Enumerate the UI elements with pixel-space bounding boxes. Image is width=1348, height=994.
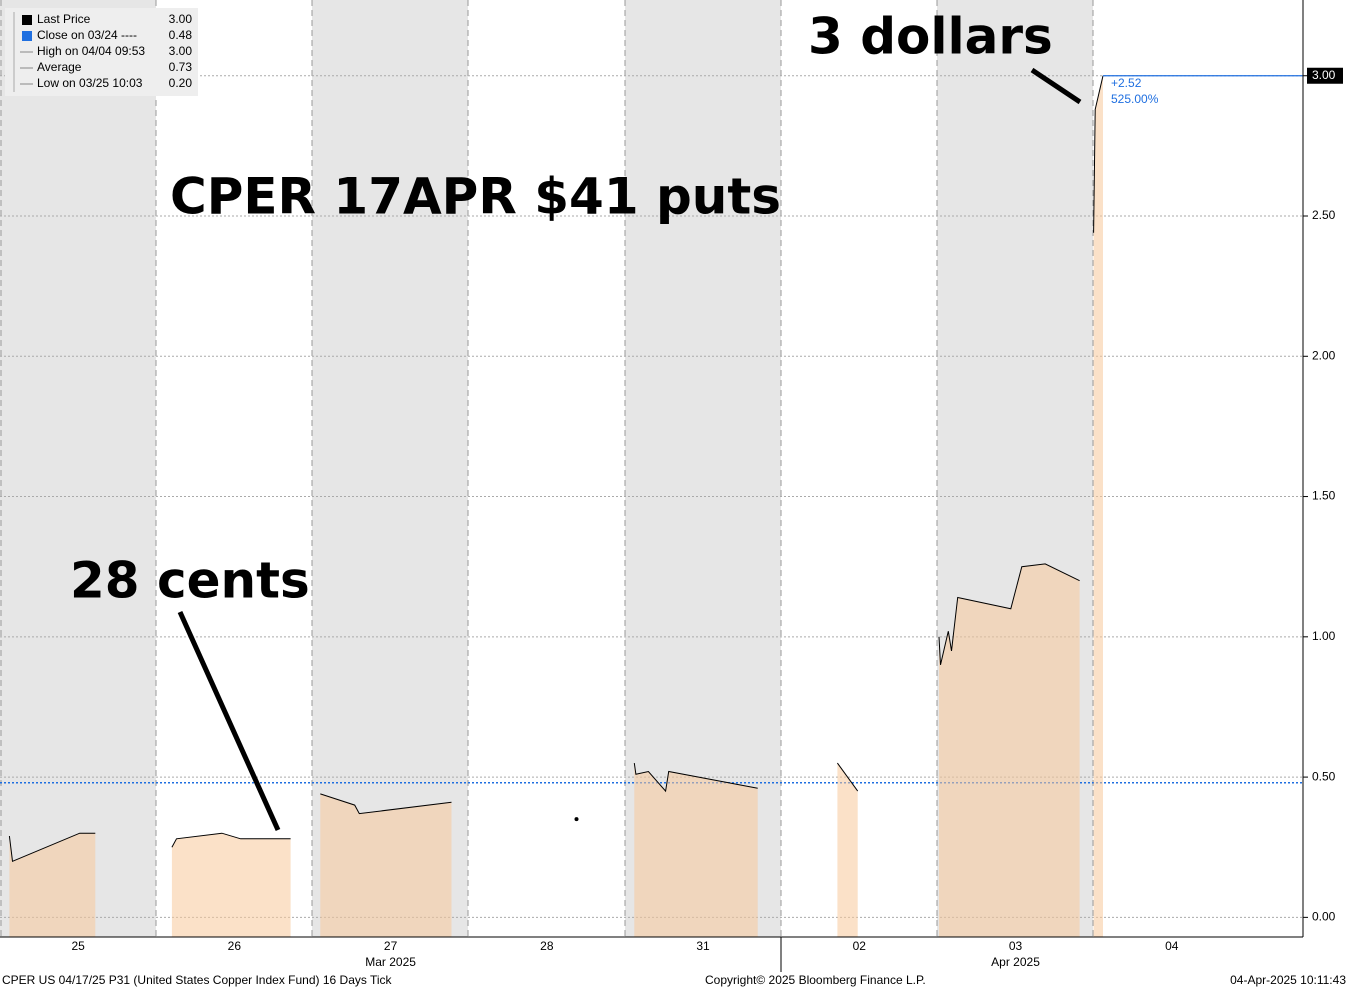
area — [939, 563, 1080, 937]
legend-label: Last Price — [37, 12, 91, 26]
legend-box — [5, 8, 198, 96]
legend-value: 0.48 — [169, 28, 193, 42]
x-tick-label: 27 — [384, 939, 398, 953]
legend-value: 3.00 — [169, 12, 193, 26]
change-label: +2.52 — [1111, 76, 1142, 90]
x-tick-label: 26 — [228, 939, 242, 953]
y-tick-label: 0.50 — [1312, 769, 1336, 783]
line — [836, 762, 859, 792]
x-tick-label: 28 — [540, 939, 554, 953]
x-tick-label: 02 — [853, 939, 867, 953]
line — [1093, 75, 1104, 233]
annotation-arrow — [177, 610, 281, 832]
x-tick-label: 25 — [71, 939, 85, 953]
line — [8, 832, 96, 863]
x-tick-label: 31 — [696, 939, 710, 953]
footer: CPER US 04/17/25 P31 (United States Copp… — [2, 973, 393, 987]
month-label: Mar 2025 — [365, 955, 416, 969]
y-tick-label: 1.00 — [1312, 629, 1336, 643]
axes: 0.00 0.50 1.00 1.50 2.00 2.50 3.00 25 26 27 28 31 02… — [71, 67, 1343, 969]
data-point — [574, 817, 579, 822]
legend: Last Price 3.00 Close on 03/24 ---- 0.48 Hig… — [13, 12, 193, 92]
legend-value: 0.20 — [169, 76, 193, 90]
annotation: 3 dollars — [808, 8, 1053, 66]
change-pct-label: 525.00% — [1111, 92, 1159, 106]
last-price-box — [1307, 67, 1343, 84]
legend-label: Low on 03/25 10:03 — [37, 76, 143, 90]
y-tick-label: 2.00 — [1312, 348, 1336, 362]
chart-title: CPER 17APR $41 puts — [170, 168, 781, 226]
last-price-label: 3.00 — [1312, 68, 1336, 82]
annotation-arrow — [1030, 67, 1082, 105]
month-label: Apr 2025 — [991, 955, 1040, 969]
footer: 04-Apr-2025 10:11:43 — [1230, 973, 1346, 987]
y-tick-label: 1.50 — [1312, 489, 1336, 503]
area — [9, 833, 96, 937]
legend-label: High on 04/04 09:53 — [37, 44, 145, 58]
line — [938, 563, 1080, 666]
area — [320, 793, 452, 937]
legend-swatch — [22, 31, 32, 41]
area — [634, 763, 758, 937]
annotation: 28 cents — [70, 552, 310, 610]
legend-value: 3.00 — [169, 44, 193, 58]
x-tick-label: 03 — [1009, 939, 1023, 953]
legend-swatch — [22, 15, 32, 25]
legend-label: Close on 03/24 ---- — [37, 28, 137, 42]
area — [1093, 75, 1103, 937]
legend-label: Average — [37, 60, 82, 74]
y-tick-label: 2.50 — [1312, 208, 1336, 222]
area — [837, 763, 858, 937]
line — [633, 763, 758, 793]
y-tick-label: 0.00 — [1312, 910, 1336, 924]
plot — [0, 75, 1303, 937]
line — [320, 793, 452, 815]
line — [171, 832, 291, 848]
day-bands — [0, 0, 1094, 937]
area — [171, 833, 291, 937]
x-tick-label: 04 — [1165, 939, 1179, 953]
legend-value: 0.73 — [169, 60, 193, 74]
footer: Copyright© 2025 Bloomberg Finance L.P. — [705, 973, 926, 987]
